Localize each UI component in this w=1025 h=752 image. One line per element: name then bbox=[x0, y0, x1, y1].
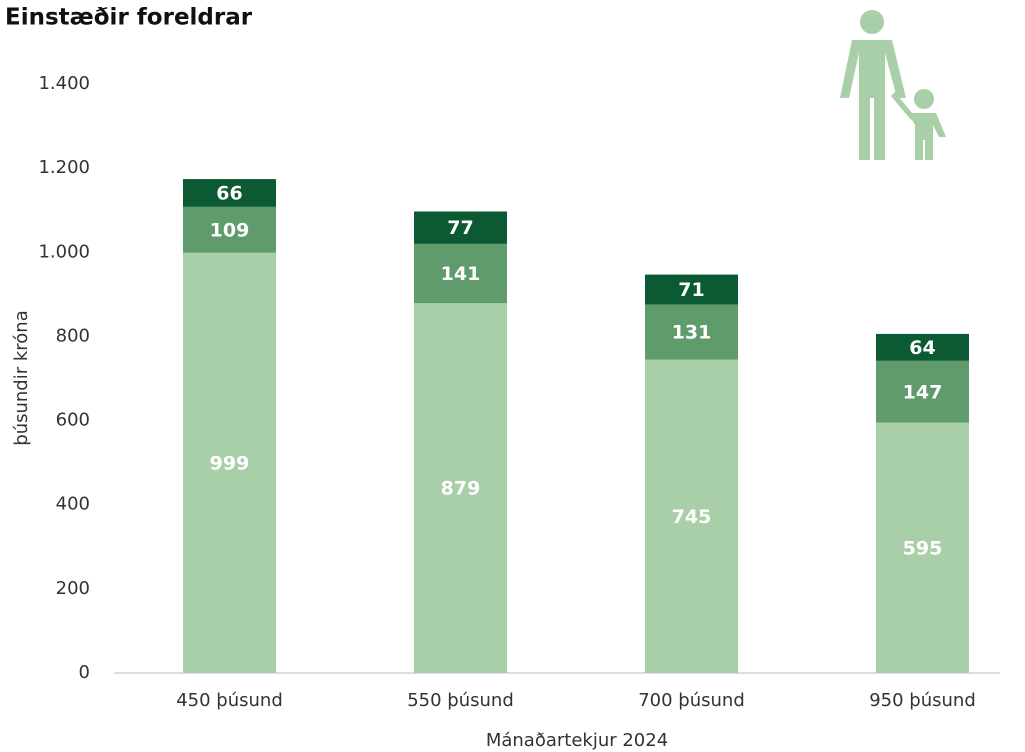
bar-segment bbox=[645, 274, 738, 305]
x-tick-label: 700 þúsund bbox=[638, 690, 745, 711]
bar-segment bbox=[645, 359, 738, 673]
data-label: 77 bbox=[447, 217, 473, 239]
y-tick-label: 600 bbox=[56, 410, 90, 431]
bar-segment bbox=[183, 179, 276, 207]
bar-segment bbox=[183, 206, 276, 253]
y-tick-label: 800 bbox=[56, 325, 90, 346]
bar-segment bbox=[876, 422, 969, 673]
x-tick-label: 450 þúsund bbox=[176, 690, 283, 711]
data-label: 999 bbox=[210, 452, 250, 474]
y-tick-label: 1.200 bbox=[38, 157, 90, 178]
data-label: 66 bbox=[216, 182, 242, 204]
y-tick-label: 200 bbox=[56, 578, 90, 599]
data-label: 109 bbox=[210, 219, 250, 241]
bar-segment bbox=[183, 252, 276, 673]
bar-segment bbox=[414, 243, 507, 304]
y-axis-label: þúsundir króna bbox=[11, 310, 32, 445]
bar-segment bbox=[645, 304, 738, 360]
data-label: 879 bbox=[441, 478, 481, 500]
bar-segment bbox=[876, 360, 969, 423]
y-tick-label: 1.400 bbox=[38, 73, 90, 94]
icon bbox=[840, 10, 946, 160]
bar-segment bbox=[876, 333, 969, 361]
bar-segment bbox=[414, 211, 507, 244]
x-tick-label: 550 þúsund bbox=[407, 690, 514, 711]
x-tick-label: 950 þúsund bbox=[869, 690, 976, 711]
x-axis-label: Mánaðartekjur 2024 bbox=[486, 730, 668, 751]
y-tick-label: 400 bbox=[56, 494, 90, 515]
chart-title: Einstæðir foreldrar bbox=[5, 5, 253, 31]
data-label: 745 bbox=[672, 506, 712, 528]
bar-segment bbox=[414, 303, 507, 673]
data-label: 141 bbox=[441, 263, 481, 285]
data-label: 131 bbox=[672, 322, 712, 344]
data-label: 71 bbox=[678, 279, 704, 301]
y-tick-label: 1.000 bbox=[38, 241, 90, 262]
data-label: 595 bbox=[903, 537, 943, 559]
y-tick-label: 0 bbox=[79, 662, 90, 683]
data-label: 64 bbox=[909, 337, 935, 359]
data-label: 147 bbox=[903, 381, 943, 403]
